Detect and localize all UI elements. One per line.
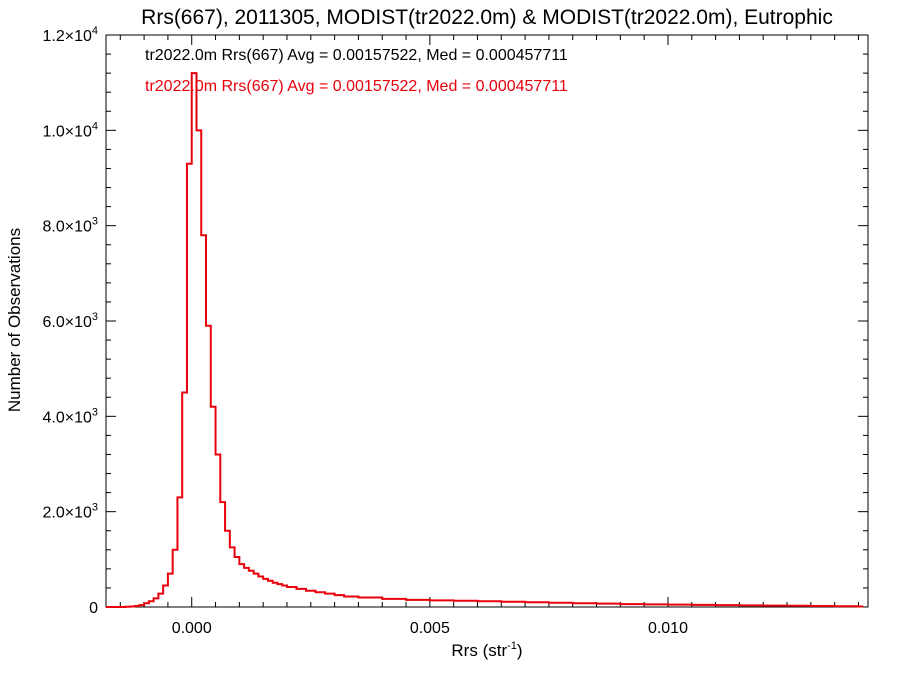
- histogram-step-line: [106, 72, 864, 608]
- y-tick-label: 4.0×103: [42, 406, 98, 426]
- x-tick-label: 0.000: [172, 620, 212, 637]
- y-tick-label: 1.0×104: [42, 120, 98, 140]
- y-tick-label: 6.0×103: [42, 311, 98, 331]
- y-tick-label: 8.0×103: [42, 216, 98, 236]
- x-axis-label: Rrs (str-1): [451, 640, 522, 660]
- y-tick-label: 1.2×104: [42, 25, 98, 45]
- x-axis-label-superscript: -1: [507, 640, 517, 652]
- histogram-series: [106, 72, 864, 608]
- x-tick-label: 0.005: [410, 620, 450, 637]
- y-axis-label: Number of Observations: [5, 228, 24, 412]
- plot-frame: [105, 34, 869, 608]
- chart-title: Rrs(667), 2011305, MODIST(tr2022.0m) & M…: [141, 6, 833, 29]
- legend-entry-black: tr2022.0m Rrs(667) Avg = 0.00157522, Med…: [145, 47, 568, 64]
- y-tick-label: 2.0×103: [42, 502, 98, 522]
- y-axis-ticks: 0 2.0×103 4.0×103 6.0×103 8.0×103 1.0×104 1.2×…: [42, 25, 868, 617]
- y-tick-label: 0: [89, 600, 98, 617]
- x-axis-label-base: Rrs (str: [451, 641, 507, 660]
- legend-entry-red: tr2022.0m Rrs(667) Avg = 0.00157522, Med…: [145, 78, 568, 95]
- x-axis-ticks: 0.000 0.005 0.010: [119, 35, 859, 637]
- x-axis-label-tail: ): [517, 641, 523, 660]
- x-tick-label: 0.010: [648, 620, 688, 637]
